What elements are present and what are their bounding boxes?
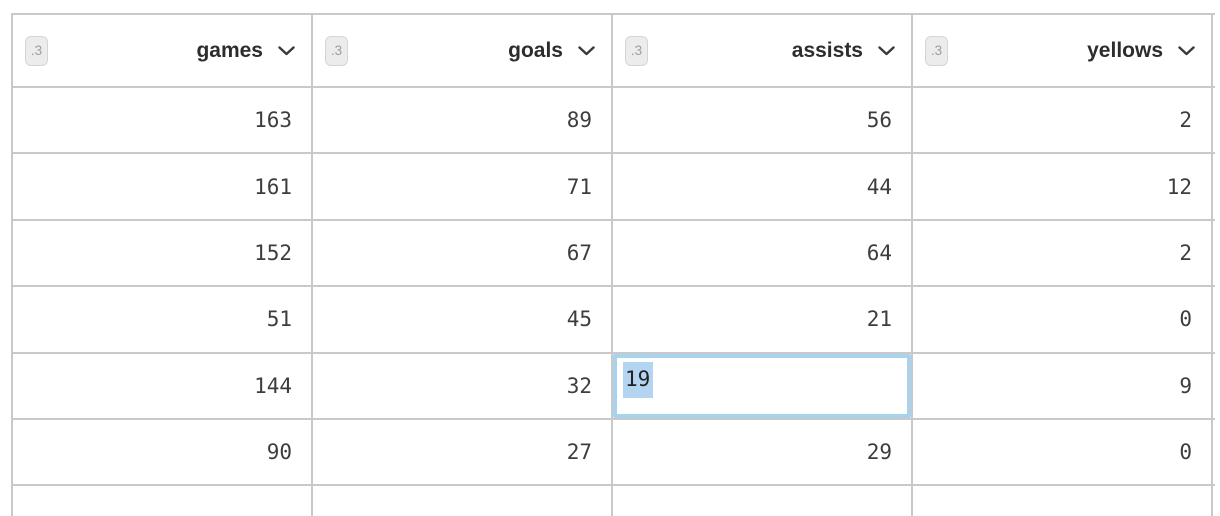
table-row: 152 67 64 2 [13, 220, 1215, 288]
cell-value: 32 [566, 373, 592, 398]
table-cell[interactable] [913, 486, 1213, 516]
column-header-label: yellows [1087, 38, 1163, 62]
table-cell[interactable]: 9 [913, 353, 1213, 418]
table-row-partial [13, 486, 1215, 516]
table-cell[interactable] [13, 486, 313, 516]
table-cell[interactable]: 32 [313, 353, 613, 418]
table-cell[interactable]: 67 [313, 220, 613, 286]
column-header-assists[interactable]: .3 assists [613, 15, 913, 86]
table-cell[interactable]: 56 [613, 88, 913, 153]
table-row: 161 71 44 12 [13, 154, 1215, 221]
cell-value: 2 [1179, 108, 1192, 133]
table-cell[interactable]: 45 [313, 287, 613, 352]
cell-value: 2 [1179, 240, 1192, 265]
cell-value: 90 [266, 440, 292, 465]
column-header-goals[interactable]: .3 goals [313, 15, 613, 86]
column-header-label: goals [508, 38, 563, 62]
cell-value: 163 [254, 108, 292, 133]
cell-value: 29 [866, 440, 892, 465]
table-cell[interactable] [613, 486, 913, 516]
chevron-down-icon[interactable] [278, 45, 295, 56]
table-row: 163 89 56 2 [13, 88, 1215, 155]
table-cell[interactable] [313, 486, 613, 516]
table-cell[interactable]: 2 [913, 220, 1213, 286]
cell-editor-value: 19 [623, 361, 654, 398]
data-table: .3 games .3 goals .3 assists .3 yellows 163 89 56… [11, 13, 1215, 516]
column-header-label: assists [791, 38, 863, 62]
cell-value: 45 [566, 307, 592, 332]
column-header-label: games [196, 38, 263, 62]
number-format-badge: .3 [625, 35, 648, 66]
number-format-badge: .3 [325, 35, 348, 66]
number-format-badge: .3 [25, 35, 48, 66]
cell-value: 67 [566, 240, 592, 265]
column-header-games[interactable]: .3 games [13, 15, 313, 86]
cell-value: 0 [1179, 440, 1192, 465]
cell-value: 51 [266, 307, 292, 332]
table-cell[interactable]: 161 [13, 154, 313, 219]
chevron-down-icon[interactable] [878, 45, 895, 56]
cell-value: 21 [866, 307, 892, 332]
cell-value: 9 [1179, 373, 1192, 398]
table-cell[interactable]: 89 [313, 88, 613, 153]
table-cell[interactable]: 152 [13, 220, 313, 286]
cell-value: 89 [566, 108, 592, 133]
cell-value: 0 [1179, 307, 1192, 332]
table-cell[interactable]: 29 [613, 419, 913, 485]
table-cell[interactable]: 0 [913, 287, 1213, 352]
table-cell[interactable]: 12 [913, 154, 1213, 219]
table-cell[interactable]: 144 [13, 353, 313, 418]
column-header-yellows[interactable]: .3 yellows [913, 15, 1213, 86]
table-cell[interactable]: 71 [313, 154, 613, 219]
cell-value: 12 [1166, 174, 1192, 199]
table-cell[interactable]: 2 [913, 88, 1213, 153]
chevron-down-icon[interactable] [578, 45, 595, 56]
chevron-down-icon[interactable] [1178, 45, 1195, 56]
cell-value: 56 [866, 108, 892, 133]
table-row: 144 32 19 9 [13, 353, 1215, 420]
table-header-row: .3 games .3 goals .3 assists .3 yellows [13, 15, 1215, 88]
cell-value: 161 [254, 174, 292, 199]
cell-value: 152 [254, 240, 292, 265]
table-cell[interactable]: 21 [613, 287, 913, 352]
cell-value: 44 [866, 174, 892, 199]
spreadsheet-canvas: .3 games .3 goals .3 assists .3 yellows 163 89 56… [11, 13, 1215, 516]
editing-cell[interactable]: 19 [613, 353, 913, 418]
table-cell[interactable]: 163 [13, 88, 313, 153]
table-cell[interactable]: 64 [613, 220, 913, 286]
table-cell[interactable]: 90 [13, 419, 313, 485]
cell-value: 71 [566, 174, 592, 199]
cell-editor[interactable]: 19 [613, 353, 911, 418]
table-row: 51 45 21 0 [13, 287, 1215, 354]
cell-value: 27 [566, 440, 592, 465]
number-format-badge: .3 [925, 35, 948, 66]
table-row: 90 27 29 0 [13, 419, 1215, 487]
table-cell[interactable]: 44 [613, 154, 913, 219]
cell-value: 144 [254, 373, 292, 398]
cell-value: 64 [866, 240, 892, 265]
table-cell[interactable]: 27 [313, 419, 613, 485]
table-cell[interactable]: 0 [913, 419, 1213, 485]
table-cell[interactable]: 51 [13, 287, 313, 352]
